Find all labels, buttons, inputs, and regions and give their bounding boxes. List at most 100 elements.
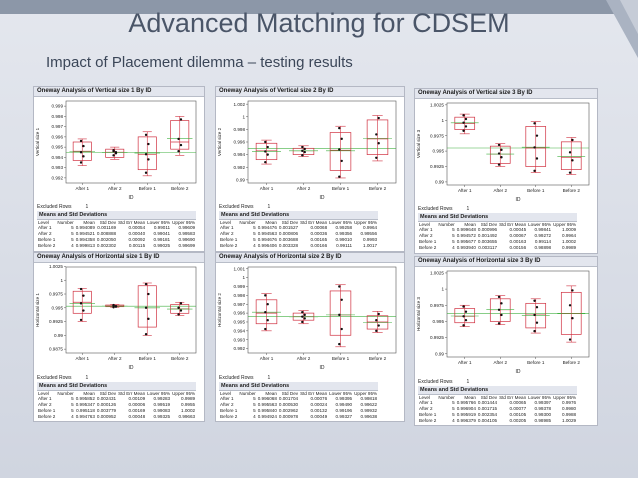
table-cell: Before 2 bbox=[220, 414, 238, 419]
table-row: After 2 5 0.994521 0.008888 0.00040 0.99041 0.… bbox=[37, 231, 196, 237]
data-point bbox=[266, 318, 269, 322]
y-tick-label: 0.9875 bbox=[49, 347, 63, 352]
means-table: Means and Std Deviations Level Number Mean S… bbox=[37, 211, 197, 249]
data-point bbox=[82, 309, 85, 312]
table-cell: 0.000952 bbox=[96, 414, 117, 419]
excluded-rows-label: Excluded Rows bbox=[219, 204, 254, 210]
table-cell: After 1 bbox=[419, 400, 433, 405]
y-tick-label: 0.995 bbox=[433, 319, 445, 324]
panel-horizontal-size-3: Oneway Analysis of Horizontal size 3 By … bbox=[414, 256, 598, 426]
box bbox=[329, 132, 352, 171]
data-point bbox=[535, 157, 539, 160]
x-tick-label: After 2 bbox=[108, 186, 122, 191]
data-point bbox=[497, 308, 501, 311]
slide-subtitle: Impact of Placement dilemma – testing re… bbox=[46, 54, 353, 71]
table-cell: 5 bbox=[253, 237, 256, 242]
data-point bbox=[177, 306, 180, 309]
y-tick-label: 0.998 bbox=[234, 293, 246, 298]
table-row: After 1 5 0.995852 0.002431 0.00109 0.99283 0.… bbox=[37, 396, 196, 402]
table-cell: 5 bbox=[71, 225, 74, 230]
y-tick-label: 0.993 bbox=[234, 337, 246, 342]
data-point bbox=[179, 302, 183, 305]
table-cell: 0.98898 bbox=[534, 245, 552, 250]
table-cell: 0.002354 bbox=[477, 412, 498, 417]
data-point bbox=[464, 125, 468, 128]
column-header: Level bbox=[220, 391, 231, 396]
x-axis-label: ID bbox=[129, 365, 134, 371]
data-point bbox=[497, 143, 501, 147]
table-cell: 0.9988 bbox=[562, 412, 577, 417]
table-cell: 0.994676 bbox=[257, 237, 277, 242]
column-header: Level bbox=[419, 222, 430, 227]
data-point bbox=[340, 298, 343, 302]
x-tick-label: After 2 bbox=[297, 186, 311, 191]
table-cell: 0.994763 bbox=[75, 414, 95, 419]
excluded-rows-count: 1 bbox=[267, 204, 271, 210]
table-cell: 0.00156 bbox=[509, 245, 527, 250]
column-header: Number bbox=[57, 220, 74, 225]
x-tick-label: After 2 bbox=[493, 188, 507, 193]
table-cell: 0.99327 bbox=[335, 414, 353, 419]
table-cell: 0.002962 bbox=[278, 408, 299, 413]
x-tick-label: Before 2 bbox=[171, 186, 189, 191]
table-cell: 0.995677 bbox=[456, 239, 476, 244]
y-axis-label: Horizontal size 2 bbox=[217, 293, 222, 327]
table-cell: 0.995563 bbox=[257, 402, 277, 407]
table-cell: 0.996379 bbox=[456, 418, 476, 423]
y-axis-label: Vertical size 1 bbox=[35, 127, 40, 156]
table-cell: Before 1 bbox=[38, 237, 56, 242]
means-table-header: Means and Std Deviations bbox=[219, 211, 379, 220]
column-header: Mean bbox=[83, 220, 95, 225]
table-cell: After 1 bbox=[38, 396, 52, 401]
means-table-header: Means and Std Deviations bbox=[418, 213, 578, 222]
column-header: Number bbox=[239, 391, 256, 396]
data-point bbox=[177, 137, 180, 141]
excluded-rows-label: Excluded Rows bbox=[418, 379, 453, 385]
y-tick-label: 1.001 bbox=[234, 266, 246, 271]
data-point bbox=[114, 152, 118, 155]
table-row: After 2 5 0.996904 0.001715 0.00077 0.99378 0.… bbox=[418, 406, 577, 412]
table-cell: 0.9993 bbox=[363, 237, 378, 242]
table-cell: After 2 bbox=[419, 233, 433, 238]
y-tick-label: 0.996 bbox=[234, 140, 246, 145]
y-tick-label: 0.99 bbox=[54, 333, 63, 338]
table-cell: 0.00045 bbox=[509, 227, 527, 232]
table-cell: 0.004105 bbox=[477, 418, 498, 423]
y-axis-label: Vertical size 3 bbox=[416, 129, 421, 158]
x-tick-label: After 1 bbox=[260, 186, 274, 191]
data-point bbox=[112, 150, 115, 153]
table-cell: 0.002302 bbox=[96, 243, 117, 248]
data-point bbox=[338, 342, 341, 346]
x-tick-label: Before 1 bbox=[332, 356, 350, 361]
table-cell: 0.994476 bbox=[257, 225, 277, 230]
data-point bbox=[179, 143, 183, 147]
x-tick-label: After 1 bbox=[458, 360, 472, 365]
excluded-rows-count: 1 bbox=[466, 206, 470, 212]
table-cell: 0.00036 bbox=[310, 231, 328, 236]
data-point bbox=[301, 149, 304, 153]
means-table-header: Means and Std Deviations bbox=[418, 386, 578, 395]
panel-title: Oneway Analysis of Horizontal size 1 By … bbox=[34, 253, 204, 263]
table-cell: Before 1 bbox=[419, 412, 437, 417]
table-cell: 5 bbox=[452, 239, 455, 244]
table-cell: After 1 bbox=[220, 225, 234, 230]
y-tick-label: 1 bbox=[242, 275, 245, 280]
y-tick-label: 0.99 bbox=[435, 180, 444, 185]
y-tick-label: 0.998 bbox=[234, 127, 246, 132]
table-cell: 0.994089 bbox=[75, 225, 95, 230]
y-tick-label: 0.994 bbox=[234, 152, 246, 157]
data-point bbox=[301, 320, 304, 324]
data-point bbox=[144, 171, 148, 174]
column-header: Mean bbox=[464, 395, 476, 400]
table-row: After 2 5 0.995347 0.000126 0.00006 0.99519 0.… bbox=[37, 402, 196, 408]
data-point bbox=[79, 161, 83, 164]
table-cell: 5 bbox=[253, 225, 256, 230]
table-cell: 0.00165 bbox=[310, 237, 328, 242]
table-cell: 0.99114 bbox=[534, 239, 552, 244]
y-tick-label: 1 bbox=[60, 278, 63, 283]
y-tick-label: 0.994 bbox=[234, 328, 246, 333]
oneway-plot-horizontal-size-3: Horizontal size 3 0.99 0.9925 0.995 0.9975 1 1… bbox=[416, 271, 590, 375]
table-cell: 0.9976 bbox=[562, 400, 577, 405]
data-point bbox=[568, 338, 572, 341]
means-table-header: Means and Std Deviations bbox=[37, 382, 197, 391]
